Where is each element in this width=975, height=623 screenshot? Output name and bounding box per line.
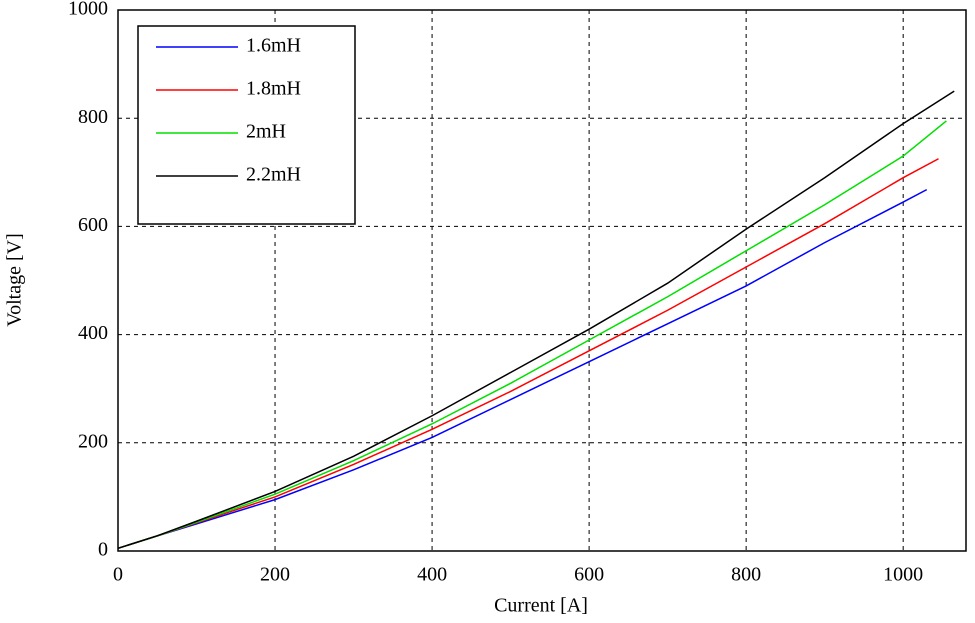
plot-border [117, 9, 967, 552]
x-tick-label: 800 [731, 564, 761, 586]
series-line [117, 188, 928, 550]
y-tick-label: 1000 [68, 0, 108, 20]
legend-label: 2mH [246, 121, 286, 143]
legend-label: 1.8mH [246, 78, 301, 100]
y-tick-label: 400 [78, 322, 108, 344]
x-tick-label: 0 [113, 564, 123, 586]
x-tick-label: 600 [574, 564, 604, 586]
y-tick-label: 800 [78, 106, 108, 128]
x-tick-label: 1000 [883, 564, 923, 586]
legend-label: 2.2mH [246, 164, 301, 186]
x-axis-label: Current [A] [494, 595, 588, 617]
y-tick-label: 0 [98, 539, 108, 561]
series-line [117, 90, 955, 550]
series-line [117, 120, 947, 550]
legend-label: 1.6mH [246, 35, 301, 57]
legend-box [137, 25, 356, 225]
x-tick-label: 200 [260, 564, 290, 586]
y-tick-label: 200 [78, 430, 108, 452]
y-axis-label: Voltage [V] [4, 233, 26, 327]
y-tick-label: 600 [78, 214, 108, 236]
x-tick-label: 400 [417, 564, 447, 586]
